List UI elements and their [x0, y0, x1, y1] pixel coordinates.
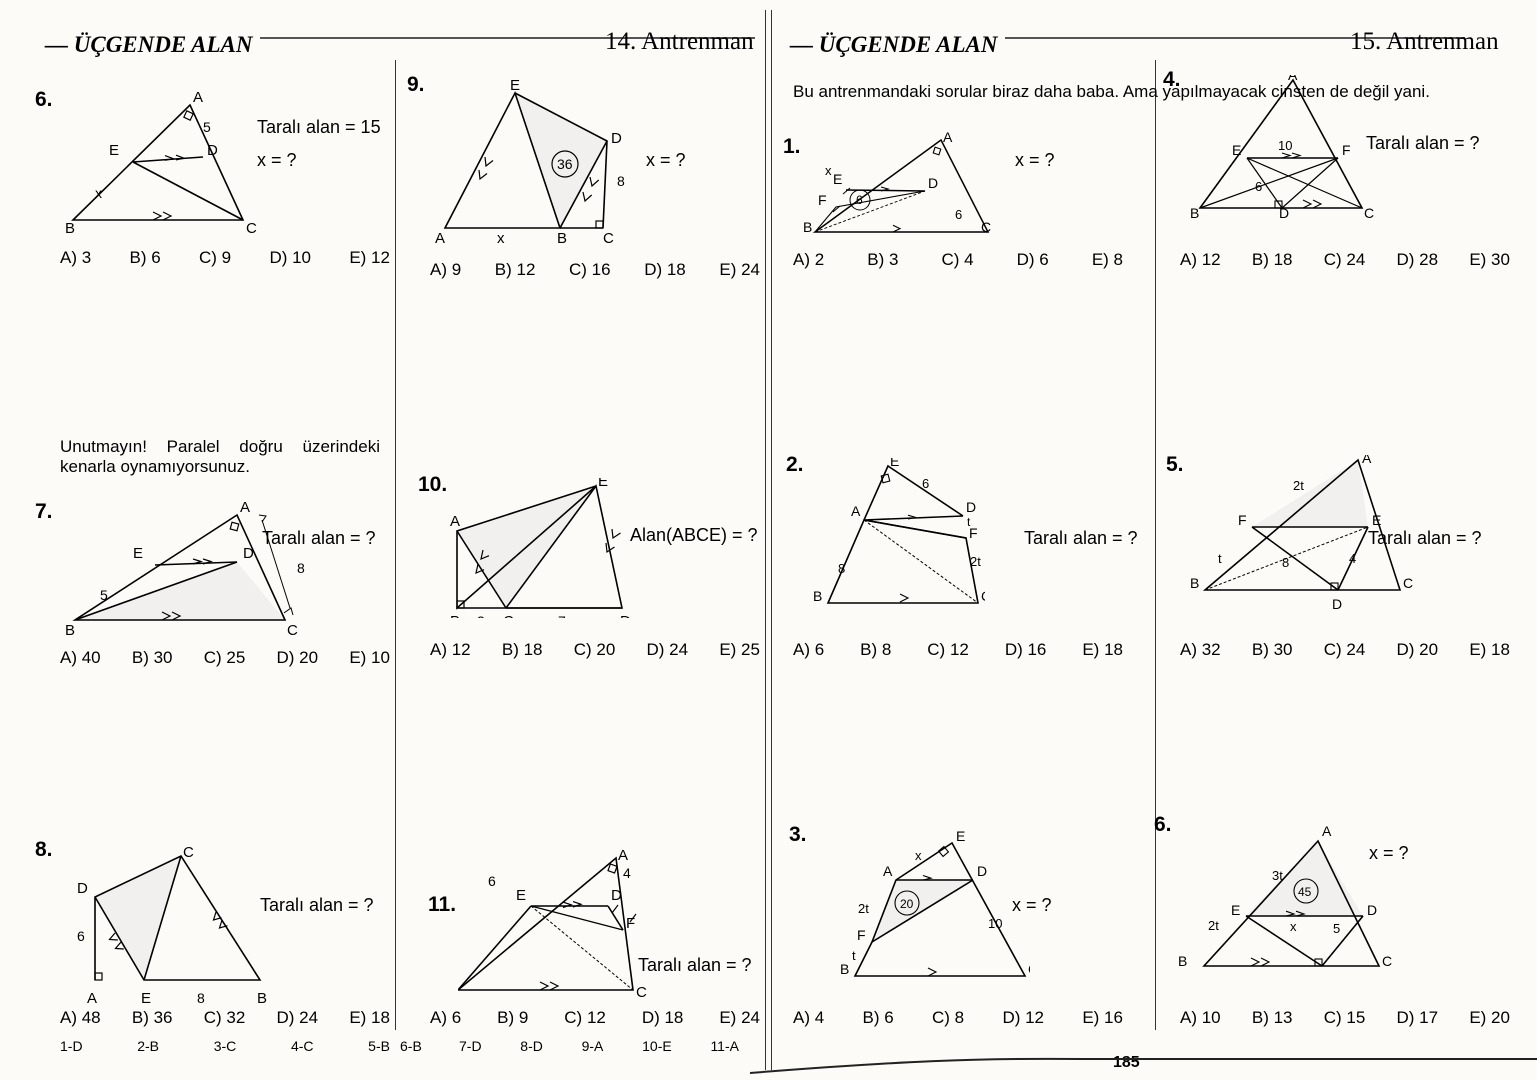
svg-text:E: E [956, 828, 965, 844]
svg-text:E: E [1372, 512, 1381, 528]
svg-text:t: t [1218, 551, 1222, 566]
svg-text:B: B [1190, 205, 1199, 220]
svg-text:C: C [1382, 953, 1392, 968]
svg-text:20: 20 [900, 897, 914, 911]
svg-text:4: 4 [623, 865, 631, 881]
svg-text:8: 8 [617, 173, 625, 189]
svg-text:E: E [1232, 142, 1241, 158]
svg-text:E: E [833, 171, 842, 187]
svg-text:6: 6 [488, 873, 496, 889]
svg-text:C: C [981, 219, 991, 235]
svg-text:E: E [1231, 902, 1240, 918]
svg-text:5: 5 [203, 119, 211, 135]
svg-text:C: C [981, 588, 985, 604]
svg-text:6: 6 [922, 476, 929, 491]
svg-text:A: A [618, 847, 628, 864]
svg-text:A: A [240, 500, 250, 516]
svg-text:t: t [852, 948, 856, 963]
svg-text:C: C [1403, 575, 1413, 591]
svg-text:C: C [246, 220, 257, 237]
svg-text:2t: 2t [1208, 918, 1219, 933]
svg-text:F: F [626, 915, 635, 932]
svg-text:B: B [840, 961, 849, 977]
svg-text:D: D [928, 175, 938, 191]
svg-text:8: 8 [197, 990, 205, 1006]
svg-text:2t: 2t [970, 554, 981, 569]
svg-text:F: F [857, 927, 866, 943]
svg-text:x: x [825, 163, 832, 178]
svg-text:E: E [141, 990, 151, 1007]
svg-text:6: 6 [856, 193, 863, 207]
svg-text:D: D [207, 142, 218, 159]
svg-text:B: B [1178, 953, 1187, 968]
svg-text:8: 8 [1282, 555, 1289, 570]
svg-text:3t: 3t [1272, 868, 1283, 883]
svg-text:E: E [598, 478, 608, 490]
svg-text:x: x [915, 848, 922, 863]
svg-text:2t: 2t [1293, 478, 1304, 493]
svg-text:8: 8 [838, 561, 845, 576]
svg-text:C: C [603, 230, 614, 247]
svg-text:F: F [1342, 142, 1351, 158]
svg-text:C: C [1364, 205, 1374, 220]
svg-text:B: B [803, 219, 812, 235]
svg-text:6: 6 [77, 928, 85, 944]
svg-text:F: F [1238, 512, 1247, 528]
svg-text:E: E [510, 78, 520, 94]
svg-text:8: 8 [297, 560, 305, 576]
svg-text:C: C [636, 984, 647, 1000]
svg-text:A: A [851, 503, 861, 519]
svg-text:x: x [497, 230, 505, 247]
svg-text:x: x [1290, 919, 1297, 934]
svg-text:E: E [109, 142, 119, 159]
svg-text:C: C [503, 613, 514, 618]
svg-text:B: B [1190, 575, 1199, 591]
svg-text:D: D [77, 880, 88, 897]
svg-text:3: 3 [477, 613, 485, 618]
svg-text:6: 6 [1255, 179, 1262, 194]
svg-text:B: B [813, 588, 822, 604]
svg-text:A: A [450, 513, 460, 530]
svg-text:5: 5 [1333, 921, 1340, 936]
svg-text:D: D [1332, 596, 1342, 612]
svg-text:A: A [87, 990, 97, 1007]
svg-text:D: D [620, 613, 631, 618]
svg-text:D: D [977, 863, 987, 879]
svg-text:D: D [1279, 205, 1289, 220]
svg-text:C: C [1028, 961, 1030, 977]
svg-text:A: A [193, 90, 203, 106]
svg-text:A: A [883, 863, 893, 879]
svg-text:A: A [1322, 823, 1332, 839]
svg-text:D: D [611, 130, 622, 147]
svg-text:B: B [257, 990, 267, 1007]
svg-text:6: 6 [955, 207, 962, 222]
svg-text:B: B [557, 230, 567, 247]
svg-text:45: 45 [1298, 885, 1312, 899]
svg-text:x: x [95, 185, 102, 201]
svg-text:5: 5 [100, 587, 108, 603]
svg-text:A: A [435, 230, 445, 247]
svg-text:A: A [1362, 455, 1372, 466]
svg-text:10: 10 [988, 916, 1002, 931]
svg-text:A: A [1288, 75, 1298, 83]
svg-text:B: B [65, 622, 75, 639]
svg-text:E: E [516, 887, 526, 904]
svg-text:D: D [966, 499, 976, 515]
svg-text:E: E [890, 458, 899, 469]
svg-text:C: C [183, 845, 194, 861]
svg-text:10: 10 [1278, 138, 1292, 153]
svg-text:36: 36 [557, 156, 573, 172]
svg-text:7: 7 [558, 613, 566, 618]
svg-text:D: D [611, 887, 622, 904]
svg-text:E: E [133, 545, 143, 562]
svg-text:2t: 2t [858, 901, 869, 916]
svg-text:A: A [943, 132, 953, 145]
svg-text:4: 4 [1349, 551, 1356, 566]
svg-text:C: C [287, 622, 298, 639]
svg-text:B: B [65, 220, 75, 237]
svg-text:D: D [243, 545, 254, 562]
svg-text:B: B [450, 613, 460, 618]
svg-text:D: D [1367, 902, 1377, 918]
svg-text:F: F [818, 192, 827, 208]
